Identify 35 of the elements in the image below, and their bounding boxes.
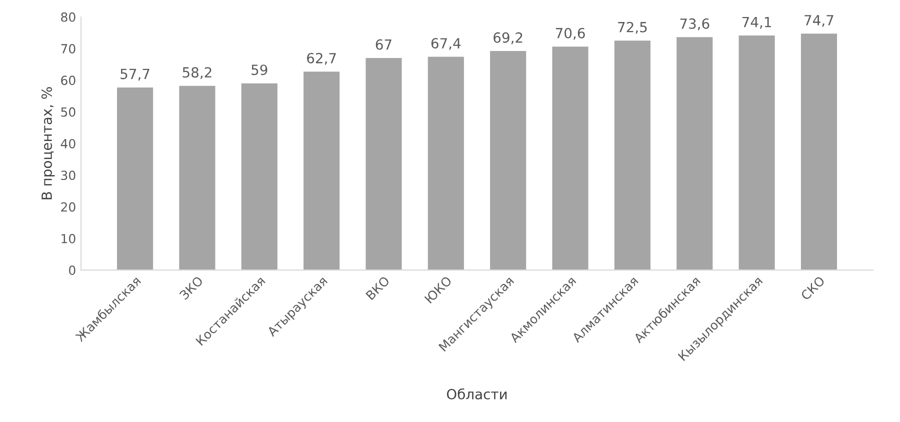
data-label: 62,7 xyxy=(307,52,336,65)
data-label: 74,7 xyxy=(804,15,834,27)
y-tick-label: 40 xyxy=(60,138,76,148)
bar xyxy=(676,37,713,270)
data-label: 59 xyxy=(252,64,268,76)
data-label: 70,6 xyxy=(556,28,585,40)
y-tick-label: 80 xyxy=(61,12,76,22)
bar xyxy=(738,36,775,270)
data-label: 57,7 xyxy=(120,68,150,81)
bar xyxy=(428,56,464,270)
x-axis-title: Области xyxy=(446,388,507,400)
y-axis-title: В процентах, % xyxy=(41,87,55,200)
bar xyxy=(614,40,650,270)
y-tick-label: 20 xyxy=(61,202,76,212)
y-tick-label: 10 xyxy=(62,234,76,244)
data-label: 67,4 xyxy=(431,38,461,50)
data-label: 73,6 xyxy=(680,18,710,30)
bar xyxy=(241,83,278,270)
bar xyxy=(179,86,216,270)
bar xyxy=(304,72,340,270)
data-label: 58,2 xyxy=(182,67,212,80)
data-label: 67 xyxy=(376,39,392,50)
data-label: 69,2 xyxy=(494,32,522,44)
data-label: 74,1 xyxy=(742,16,771,29)
y-tick-label: 50 xyxy=(61,107,76,117)
y-tick-label: 0 xyxy=(69,266,76,276)
data-label: 72,5 xyxy=(618,22,647,34)
bar xyxy=(552,46,588,270)
bar xyxy=(366,58,402,270)
y-tick-label: 70 xyxy=(61,44,76,54)
bar xyxy=(117,87,154,270)
y-tick-label: 60 xyxy=(61,76,76,86)
y-tick-label: 30 xyxy=(61,170,76,180)
bar xyxy=(490,51,526,270)
bar xyxy=(800,34,837,270)
